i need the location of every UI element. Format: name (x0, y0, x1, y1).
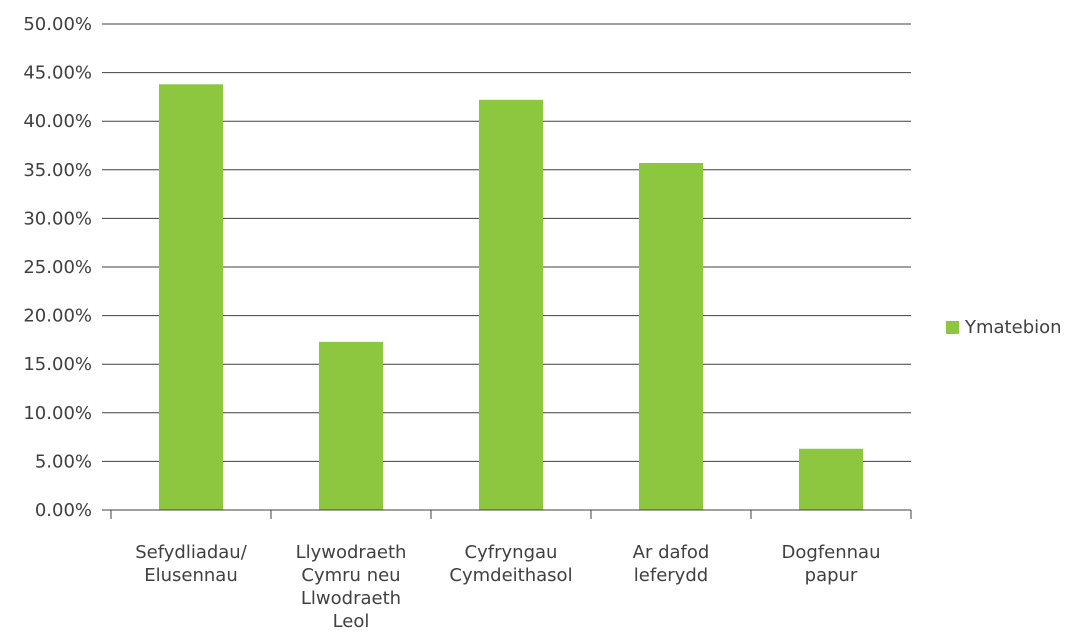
bar (799, 448, 863, 510)
y-tick-label: 50.00% (23, 14, 92, 35)
x-category-label: Sefydliadau/Elusennau (135, 542, 247, 586)
y-tick-label: 25.00% (23, 257, 92, 278)
bar (479, 99, 543, 510)
x-category-label: Llywodraeth Cymru neu Llwodraeth Leol (296, 542, 407, 632)
legend: Ymatebion (946, 317, 1062, 338)
x-category-label: Ar dafod leferydd (633, 542, 710, 586)
y-tick-label: 30.00% (23, 208, 92, 229)
bar (639, 162, 703, 510)
y-tick-label: 45.00% (23, 63, 92, 84)
y-tick-label: 35.00% (23, 160, 92, 181)
y-tick-label: 0.00% (35, 500, 92, 521)
bar (319, 341, 383, 510)
y-axis-tick-labels: 0.00% 5.00% 10.00% 15.00% 20.00% 25.00% 30.00%… (23, 14, 92, 521)
y-tick-label: 20.00% (23, 306, 92, 327)
x-axis (102, 509, 912, 519)
legend-label: Ymatebion (964, 317, 1062, 338)
y-tick-label: 40.00% (23, 111, 92, 132)
bars (159, 84, 863, 510)
x-axis-category-labels: Sefydliadau/Elusennau Llywodraeth Cymru ne… (135, 542, 880, 632)
y-tick-label: 15.00% (23, 354, 92, 375)
bar (159, 84, 223, 510)
x-category-label: Dogfennau papur (782, 542, 881, 586)
y-tick-label: 10.00% (23, 403, 92, 424)
x-category-label: Cyfryngau Cymdeithasol (449, 542, 572, 586)
legend-swatch (946, 321, 959, 334)
y-tick-label: 5.00% (35, 451, 92, 472)
